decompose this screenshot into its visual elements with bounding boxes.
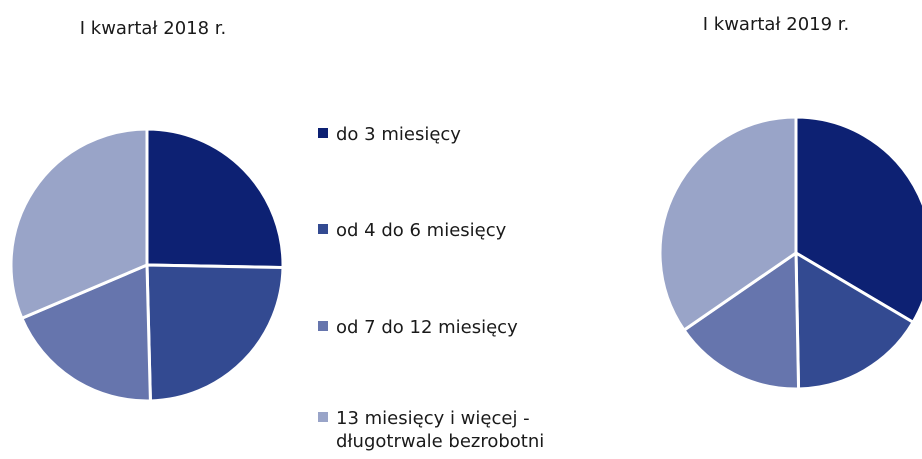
legend-swatch: [318, 321, 328, 331]
chart-title: I kwartał 2018 r.: [80, 18, 227, 39]
legend-label: od 4 do 6 miesięcy: [336, 220, 507, 241]
legend-label: do 3 miesięcy: [336, 124, 461, 145]
pie-slice: [794, 250, 916, 391]
legend-swatch: [318, 128, 328, 138]
legend-label: od 7 do 12 miesięcy: [336, 317, 518, 338]
legend-label: 13 miesięcy i więcej -: [336, 408, 530, 429]
pie-slice: [145, 263, 285, 403]
pie-slice: [19, 262, 152, 403]
legend-swatch: [318, 224, 328, 234]
pie-slice: [681, 250, 801, 391]
chart-title: I kwartał 2019 r.: [703, 14, 850, 35]
legend-label: długotrwale bezrobotni: [336, 431, 544, 452]
pie-slice: [145, 127, 285, 270]
pie-slice: [658, 115, 798, 333]
legend-swatch: [318, 412, 328, 422]
pie-slice: [9, 127, 149, 321]
